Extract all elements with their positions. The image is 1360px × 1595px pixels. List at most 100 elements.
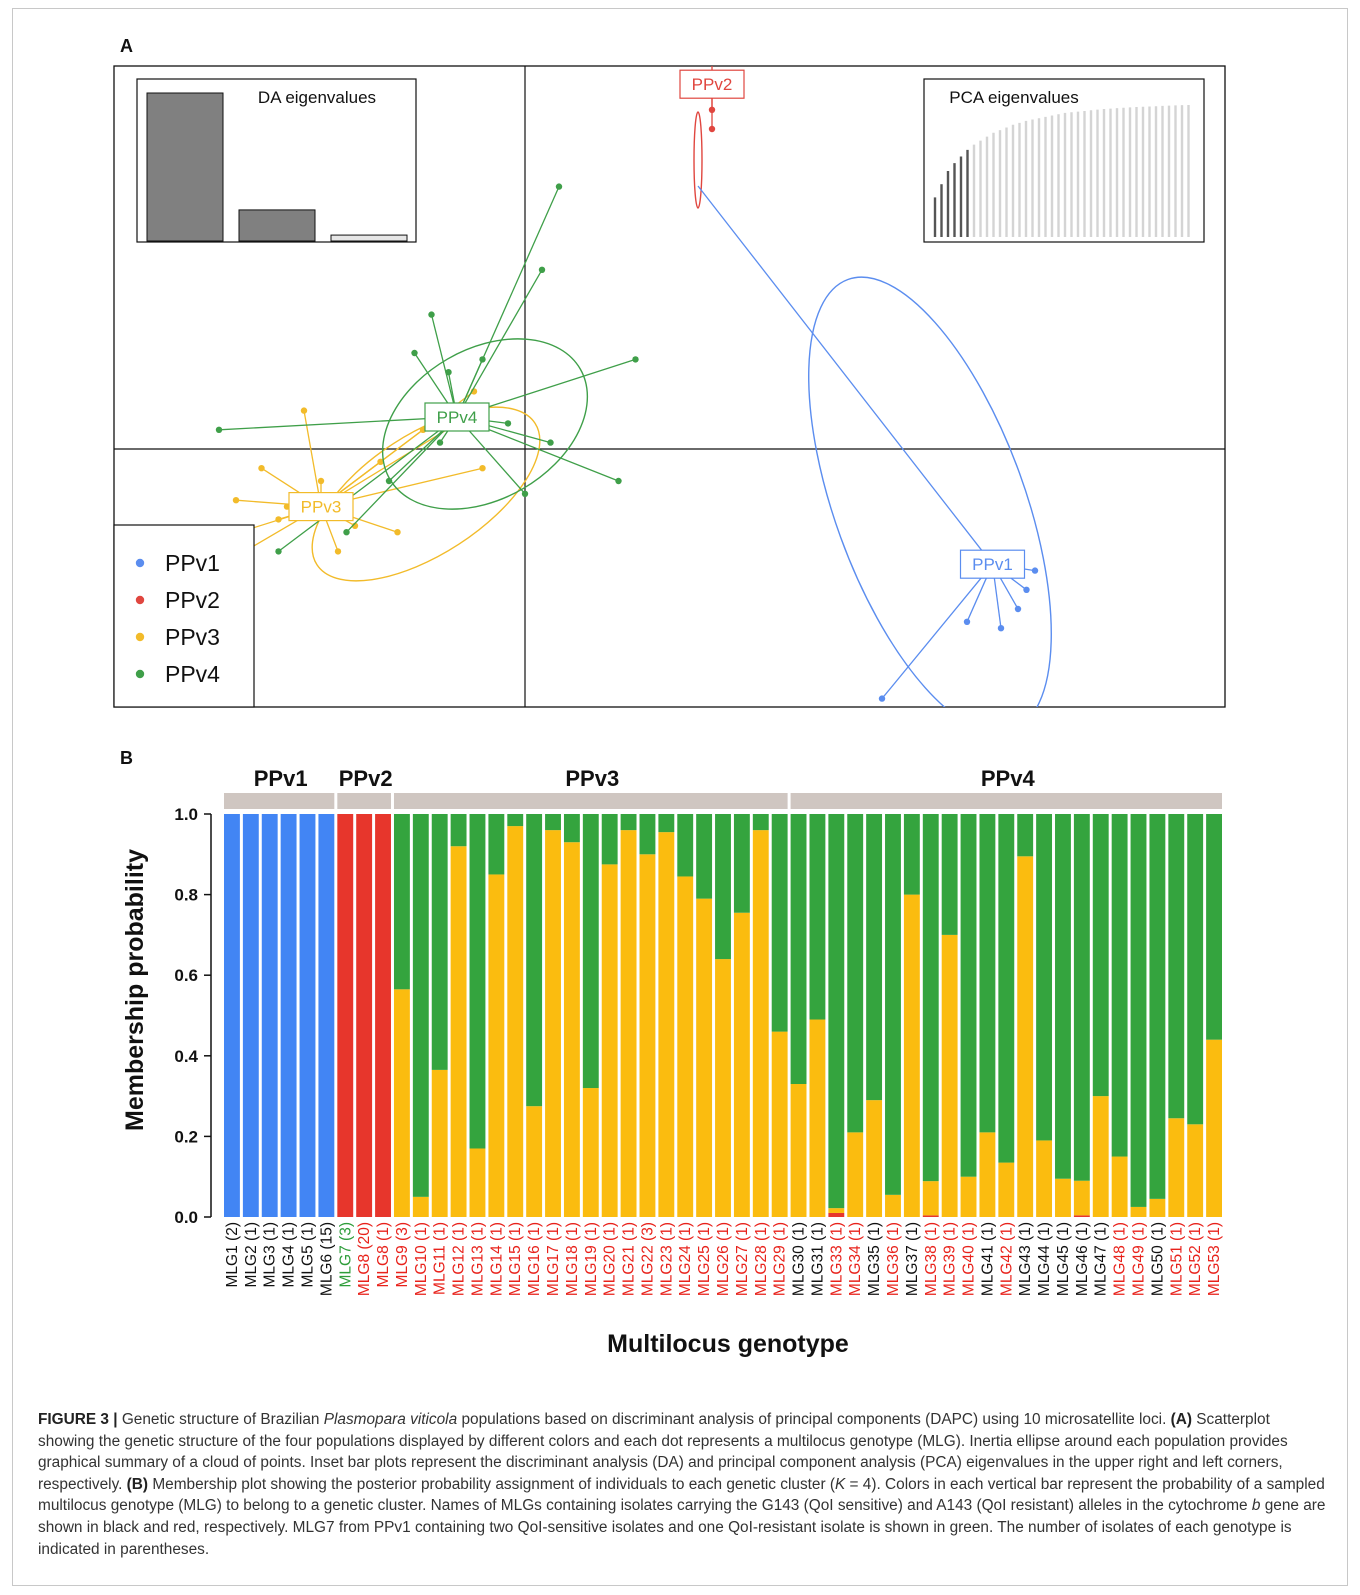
bar-segment-ppv2 [375, 814, 391, 1217]
bar-segment-ppv3 [507, 826, 524, 1217]
membership-bar [431, 814, 448, 1217]
membership-bar [922, 814, 939, 1217]
caption-text-4: Membership plot showing the posterior pr… [148, 1475, 835, 1493]
bar-segment-ppv4 [563, 814, 580, 843]
category-label: MLG3 (1) [262, 1222, 279, 1287]
bar-segment-ppv3 [998, 1162, 1015, 1217]
centroid-label-box [679, 69, 745, 99]
mlg-point [538, 266, 546, 273]
category-label: MLG47 (1) [1093, 1222, 1110, 1296]
bar-segment-ppv3 [1187, 1124, 1204, 1217]
panel-a-plot-border [113, 65, 1226, 708]
group-strip-ppv4 [790, 793, 1222, 809]
bar-segment-ppv4 [1092, 814, 1109, 1097]
bar-segment-ppv3 [450, 846, 467, 1217]
category-label: MLG8 (20) [356, 1222, 373, 1296]
mlg-point [275, 548, 282, 555]
mlg-point [428, 311, 435, 318]
category-label: MLG10 (1) [413, 1222, 430, 1296]
mlg-point [709, 17, 715, 23]
membership-bar [1073, 814, 1090, 1217]
mlg-point [275, 516, 282, 523]
group-strip-ppv3 [393, 793, 788, 809]
bar-segment-ppv3 [790, 1084, 807, 1217]
bar-segment-ppv4 [450, 814, 467, 847]
bar-segment-ppv4 [790, 814, 807, 1085]
bar-segment-ppv3 [1092, 1096, 1109, 1217]
group-strip-ppv1 [224, 793, 335, 809]
inertia-ellipse-ppv2 [693, 111, 703, 209]
bar-segment-ppv3 [696, 898, 713, 1217]
mlg-point [708, 125, 716, 133]
pca-inset-title: PCA eigenvalues [949, 88, 1078, 107]
pca-bars [933, 105, 1190, 237]
bar-segment-ppv3 [866, 1100, 883, 1217]
centroid-label-box [959, 549, 1026, 579]
bar-segment-ppv4 [941, 814, 958, 935]
category-label: MLG36 (1) [885, 1222, 902, 1296]
bar-segment-ppv3 [469, 1148, 486, 1217]
bar-segment-ppv3 [1130, 1206, 1147, 1217]
bar-segment-ppv3 [431, 1069, 448, 1217]
category-label: MLG24 (1) [677, 1222, 694, 1296]
mlg-point [615, 477, 622, 485]
bar-segment-ppv3 [1149, 1198, 1166, 1217]
bar-segment-ppv4 [1149, 814, 1166, 1199]
caption-text-3: Scatterplot showing the genetic structur… [38, 1411, 1288, 1493]
centroid-label: PPv3 [301, 498, 342, 517]
group-ppv3 [215, 388, 541, 582]
membership-bar [752, 814, 769, 1217]
centroid-label-box [424, 402, 490, 432]
membership-bar [1130, 814, 1147, 1217]
membership-bar [469, 814, 486, 1217]
panel-b-xlabel: Multilocus genotype [607, 1330, 849, 1358]
membership-bar [488, 814, 505, 1217]
membership-bar [1206, 814, 1222, 1217]
membership-bar [356, 814, 373, 1217]
bar-segment-ppv2 [356, 814, 373, 1217]
legend-dot-ppv3 [135, 632, 145, 642]
bar-segment-ppv1 [261, 814, 278, 1217]
category-label: MLG19 (1) [583, 1222, 600, 1296]
bar-segment-ppv3 [960, 1176, 977, 1217]
category-label: MLG35 (1) [866, 1222, 883, 1296]
category-label: MLG46 (1) [1074, 1222, 1091, 1296]
y-tick-label: 1.0 [174, 805, 198, 824]
pca-eigenvalues-inset: PCA eigenvalues [923, 78, 1205, 243]
da-bar [238, 209, 316, 242]
bar-segment-ppv4 [431, 814, 448, 1070]
bar-segment-ppv3 [809, 1019, 826, 1217]
legend-dot-ppv1 [135, 558, 145, 568]
category-label: MLG12 (1) [451, 1222, 468, 1296]
bar-segment-ppv4 [526, 814, 543, 1107]
bar-segment-ppv4 [1111, 814, 1128, 1157]
da-bar [146, 92, 224, 242]
spoke-line [218, 416, 458, 431]
figure-3: A PPv1 PPv2 PPv3 PPv4 DA eigenvalues PCA ei… [113, 17, 1226, 1358]
bar-segment-ppv3 [658, 832, 675, 1217]
category-label: MLG18 (1) [564, 1222, 581, 1296]
legend-label-ppv2: PPv2 [165, 587, 220, 613]
y-tick-label: 0.4 [174, 1047, 198, 1066]
category-label: MLG22 (3) [639, 1222, 656, 1296]
bar-segment-ppv4 [639, 814, 656, 855]
bar-segment-ppv4 [903, 814, 920, 895]
bar-segment-ppv1 [318, 814, 335, 1217]
bar-segment-ppv4 [715, 814, 731, 960]
category-label: MLG50 (1) [1149, 1222, 1166, 1296]
category-label: MLG7 (3) [337, 1222, 354, 1287]
membership-bar [1168, 814, 1185, 1217]
membership-bar [733, 814, 750, 1217]
caption-text-2: populations based on discriminant analys… [457, 1411, 1171, 1428]
mlg-point [479, 356, 486, 363]
panel-b-label: B [120, 748, 133, 768]
membership-bar [639, 814, 656, 1217]
bar-segment-ppv4 [828, 814, 845, 1209]
group-label-ppv4: PPv4 [981, 766, 1036, 791]
caption-gene: b [1251, 1497, 1261, 1515]
legend-items: PPv1 PPv2 PPv3 PPv4 [135, 550, 220, 687]
caption-lead: FIGURE 3 | [38, 1411, 118, 1428]
bar-segment-ppv4 [960, 814, 977, 1177]
mlg-point [555, 183, 563, 190]
bar-segment-ppv3 [1055, 1178, 1071, 1217]
